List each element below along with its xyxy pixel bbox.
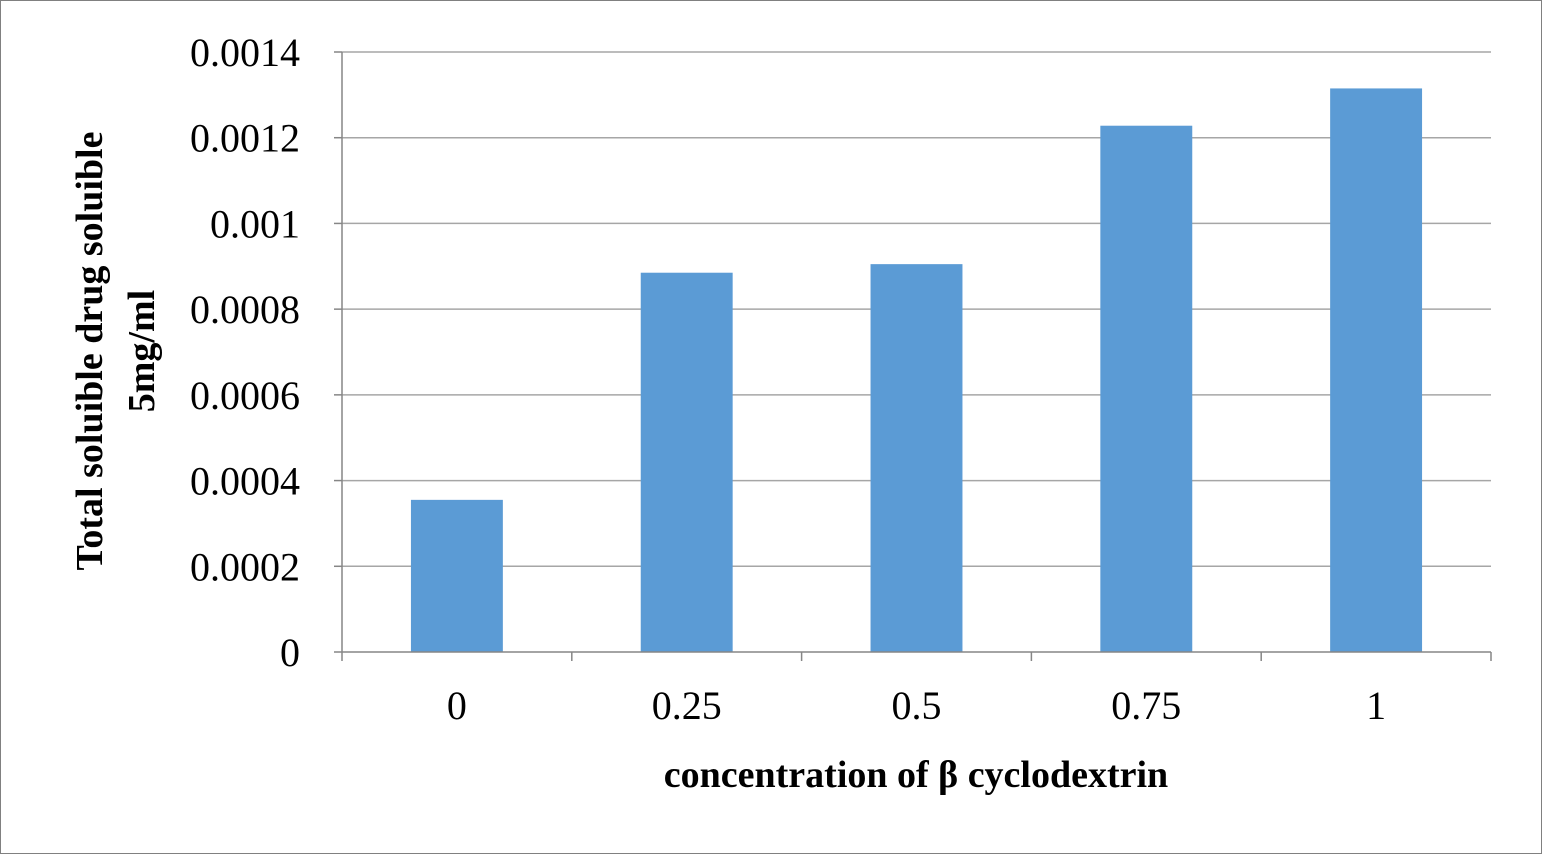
x-tick-label: 0 (447, 683, 467, 728)
y-axis-title: Total soluible drug soluible 5mg/ml (69, 132, 163, 571)
y-axis-title-line-1: Total soluible drug soluible (69, 132, 111, 571)
bar (1100, 125, 1193, 652)
y-tick-label: 0.0004 (190, 459, 300, 504)
y-tick-label: 0.0006 (190, 373, 300, 418)
bar (1330, 88, 1423, 652)
x-tick-label: 0.25 (652, 683, 722, 728)
y-tick-label: 0 (280, 630, 300, 675)
bar (640, 272, 733, 652)
y-tick-labels: 0 0.0002 0.0004 0.0006 0.0008 0.001 0.0012 0.00… (190, 30, 300, 675)
axes (334, 51, 1492, 661)
x-tick-label: 0.75 (1111, 683, 1181, 728)
y-tick-label: 0.001 (210, 201, 300, 246)
x-tick-label: 0.5 (892, 683, 942, 728)
bar (870, 264, 963, 652)
y-tick-label: 0.0008 (190, 287, 300, 332)
y-tick-label: 0.0012 (190, 116, 300, 161)
y-tick-label: 0.0014 (190, 30, 300, 75)
gridlines (342, 51, 1491, 568)
x-tick-labels: 0 0.25 0.5 0.75 1 (447, 683, 1386, 728)
y-tick-label: 0.0002 (190, 544, 300, 589)
bars (410, 88, 1423, 652)
x-axis-title: concentration of β cyclodextrin (664, 754, 1168, 796)
x-tick-label: 1 (1366, 683, 1386, 728)
bar (410, 499, 503, 652)
y-axis-title-line-2: 5mg/ml (121, 290, 163, 412)
